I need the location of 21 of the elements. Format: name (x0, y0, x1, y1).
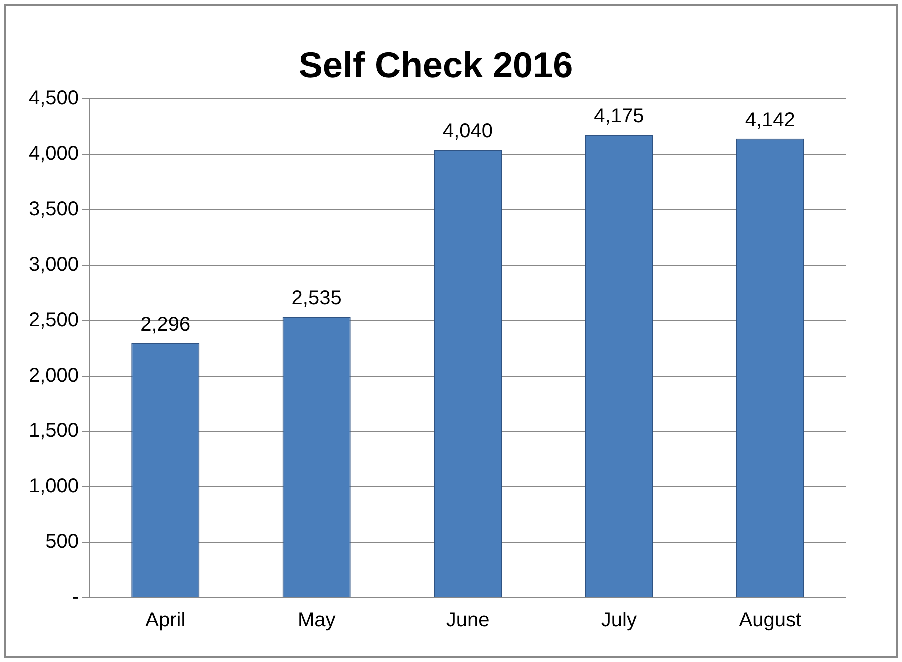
y-tick-label: 4,500 (28, 88, 80, 110)
data-label: 2,296 (140, 314, 191, 336)
y-tick-label: 1,500 (28, 420, 80, 442)
y-tick-label: 4,000 (28, 143, 80, 166)
chart-title: Self Check 2016 (298, 44, 574, 86)
y-tick-label: 2,500 (28, 309, 80, 332)
data-label: 2,535 (292, 288, 342, 310)
x-tick-label: July (601, 610, 638, 632)
y-tick-label: - (72, 586, 80, 609)
x-tick-label: April (146, 610, 186, 632)
data-label: 4,175 (594, 106, 644, 128)
y-tick-label: 2,000 (28, 364, 80, 387)
x-tick-label: May (298, 610, 336, 632)
data-label: 4,040 (442, 120, 494, 143)
y-tick-label: 3,000 (28, 254, 80, 276)
x-tick-label: June (446, 610, 490, 632)
y-tick-label: 500 (46, 531, 80, 554)
x-tick-label: August (739, 610, 802, 632)
data-label: 4,142 (745, 109, 796, 132)
y-tick-label: 3,500 (28, 198, 80, 221)
y-tick-label: 1,000 (28, 476, 80, 498)
